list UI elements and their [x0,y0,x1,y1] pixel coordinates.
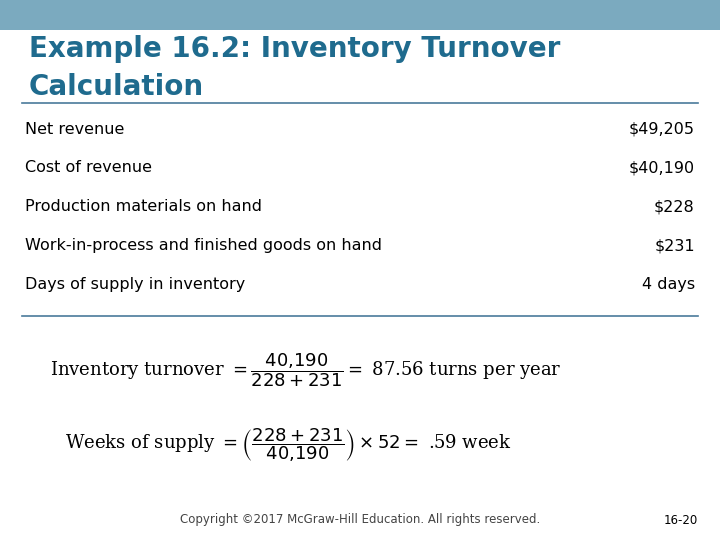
Text: Calculation: Calculation [29,73,204,101]
Text: $231: $231 [654,238,695,253]
Text: $228: $228 [654,199,695,214]
Text: $49,205: $49,205 [629,122,695,137]
Text: Days of supply in inventory: Days of supply in inventory [25,277,246,292]
Text: Cost of revenue: Cost of revenue [25,160,152,176]
Text: 4 days: 4 days [642,277,695,292]
Text: Inventory turnover $= \dfrac{40{,}190}{228 + 231} =$ 87.56 turns per year: Inventory turnover $= \dfrac{40{,}190}{2… [50,351,562,389]
Text: Example 16.2: Inventory Turnover: Example 16.2: Inventory Turnover [29,35,560,63]
Text: $40,190: $40,190 [629,160,695,176]
FancyBboxPatch shape [0,0,720,30]
Text: Copyright ©2017 McGraw-Hill Education. All rights reserved.: Copyright ©2017 McGraw-Hill Education. A… [180,514,540,526]
Text: 16-20: 16-20 [664,514,698,526]
Text: Work-in-process and finished goods on hand: Work-in-process and finished goods on ha… [25,238,382,253]
Text: Weeks of supply $= \left(\dfrac{228 + 231}{40{,}190}\right) \times 52 =$ .59 wee: Weeks of supply $= \left(\dfrac{228 + 23… [65,427,511,464]
Text: Net revenue: Net revenue [25,122,125,137]
Text: Production materials on hand: Production materials on hand [25,199,262,214]
